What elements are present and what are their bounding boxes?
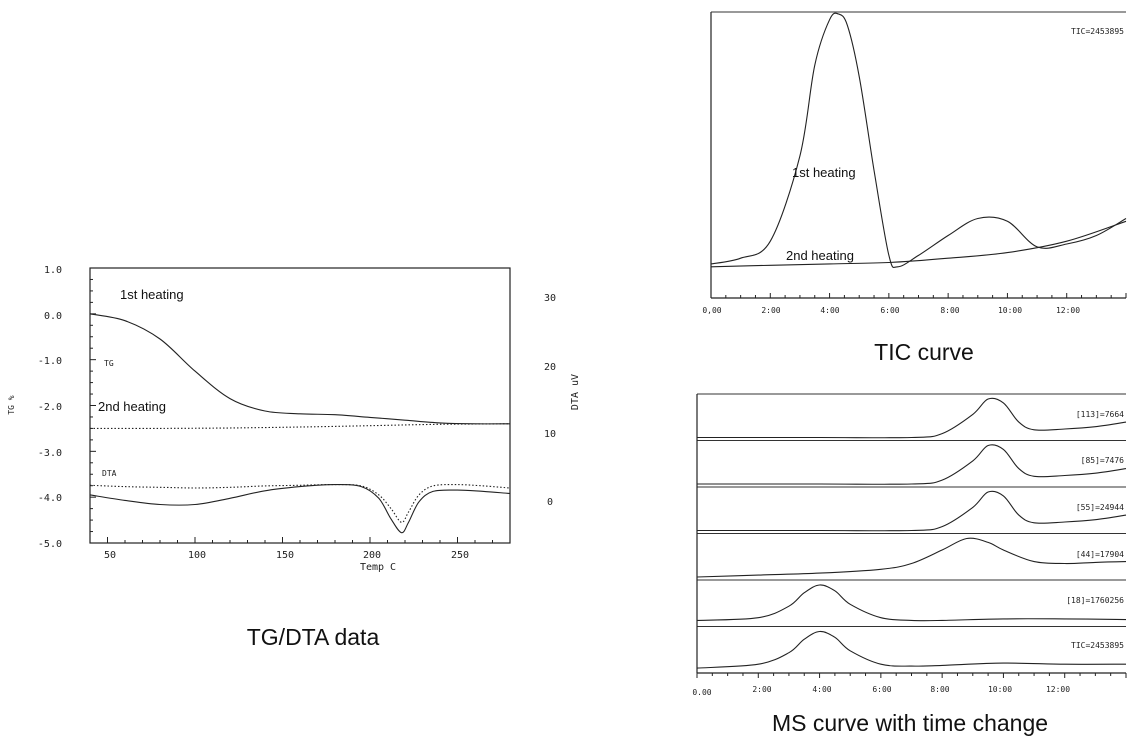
tg-ytick-label: -5.0 [38, 539, 62, 550]
ms-panel-label: [18]=1760256 [1066, 596, 1124, 605]
ms-ticks [696, 673, 1127, 678]
tic-xtick-label: 0,00 [702, 306, 721, 315]
ms-panel-frames [696, 393, 1126, 674]
tg-ytick-label: 0.0 [44, 311, 62, 322]
tic-xtick-label: 10:00 [998, 306, 1022, 315]
tg-xtick-label: 200 [363, 550, 381, 561]
tic-xtick-label: 4:00 [820, 306, 839, 315]
tg-label-2nd-heating: 2nd heating [98, 399, 166, 414]
tic-curves [710, 12, 1127, 268]
tg-dta-curves [89, 313, 511, 534]
dta-ytick-label: 0 [547, 497, 553, 508]
ms-panel-label: TIC=2453895 [1071, 641, 1124, 650]
ms-caption: MS curve with time change [772, 710, 1048, 736]
tg-y-axis-label: TG % [7, 395, 16, 414]
tg-x-axis-label: Temp C [360, 562, 396, 573]
tic-caption: TIC curve [874, 339, 974, 365]
tg-xtick-label: 250 [451, 550, 469, 561]
tic-chart: TIC=2453895 0,00 2:00 4:00 6:00 8:00 10:… [702, 11, 1127, 365]
ms-series-44-17904 [696, 537, 1127, 578]
tg-xtick-label: 50 [104, 550, 116, 561]
ms-xtick-label: 2:00 [752, 685, 771, 694]
tg-dta-chart: 1.0 0.0 -1.0 -2.0 -3.0 -4.0 -5.0 30 20 1… [7, 265, 581, 650]
tg-ytick-label: 1.0 [44, 265, 62, 276]
dta-ytick-label: 20 [544, 362, 556, 373]
tic-xtick-label: 2:00 [761, 306, 780, 315]
tic-series-2nd-heating [710, 220, 1127, 268]
ms-xtick-label: 12:00 [1046, 685, 1070, 694]
ms-series-tic-2453895 [696, 630, 1127, 669]
ms-series-18-1760256 [696, 584, 1127, 622]
ms-xtick-label: 6:00 [872, 685, 891, 694]
ms-series-85-7476 [696, 444, 1127, 485]
ms-curves [696, 397, 1127, 669]
tg-xtick-label: 100 [188, 550, 206, 561]
ms-panel-label: [44]=17904 [1076, 550, 1124, 559]
tg-xtick-label: 150 [276, 550, 294, 561]
tic-label-2nd-heating: 2nd heating [786, 248, 854, 263]
ms-xtick-label: 4:00 [812, 685, 831, 694]
tic-xtick-label: 8:00 [940, 306, 959, 315]
tic-ticks [710, 293, 1127, 298]
tg-ytick-label: -4.0 [38, 493, 62, 504]
tg-label-1st-heating: 1st heating [120, 287, 184, 302]
tg-series-series-1 [89, 423, 511, 429]
dta-curve-label: DTA [102, 469, 117, 478]
ms-series-113-7664 [697, 397, 1127, 439]
tic-xtick-label: 6:00 [880, 306, 899, 315]
ms-xtick-label: 8:00 [930, 685, 949, 694]
tic-xtick-label: 12:00 [1056, 306, 1080, 315]
tg-curve-label: TG [104, 359, 114, 368]
ms-panel-label: [85]=7476 [1081, 456, 1125, 465]
tg-series-series-3 [89, 484, 511, 523]
ms-series-55-24944 [696, 490, 1127, 532]
ms-panel-label: [55]=24944 [1076, 503, 1124, 512]
tg-dta-caption: TG/DTA data [247, 624, 380, 650]
ms-xtick-label: 0.00 [692, 688, 711, 697]
dta-ytick-label: 30 [544, 293, 556, 304]
ms-xtick-label: 10:00 [988, 685, 1012, 694]
tic-total-label: TIC=2453895 [1071, 27, 1124, 36]
tic-label-1st-heating: 1st heating [792, 165, 856, 180]
tg-series-dta [89, 484, 511, 534]
tg-ytick-label: -2.0 [38, 402, 62, 413]
dta-ytick-label: 10 [544, 429, 556, 440]
tg-ytick-label: -1.0 [38, 356, 62, 367]
dta-y-axis-label: DTA uV [570, 374, 581, 410]
tic-series-1st-heating [710, 12, 1127, 268]
tg-series-tg [89, 313, 511, 425]
ms-panel-label: [113]=7664 [1076, 410, 1124, 419]
tg-ytick-label: -3.0 [38, 448, 62, 459]
ms-chart: [113]=7664 [85]=7476 [55]=24944 [44]=179… [692, 393, 1127, 736]
